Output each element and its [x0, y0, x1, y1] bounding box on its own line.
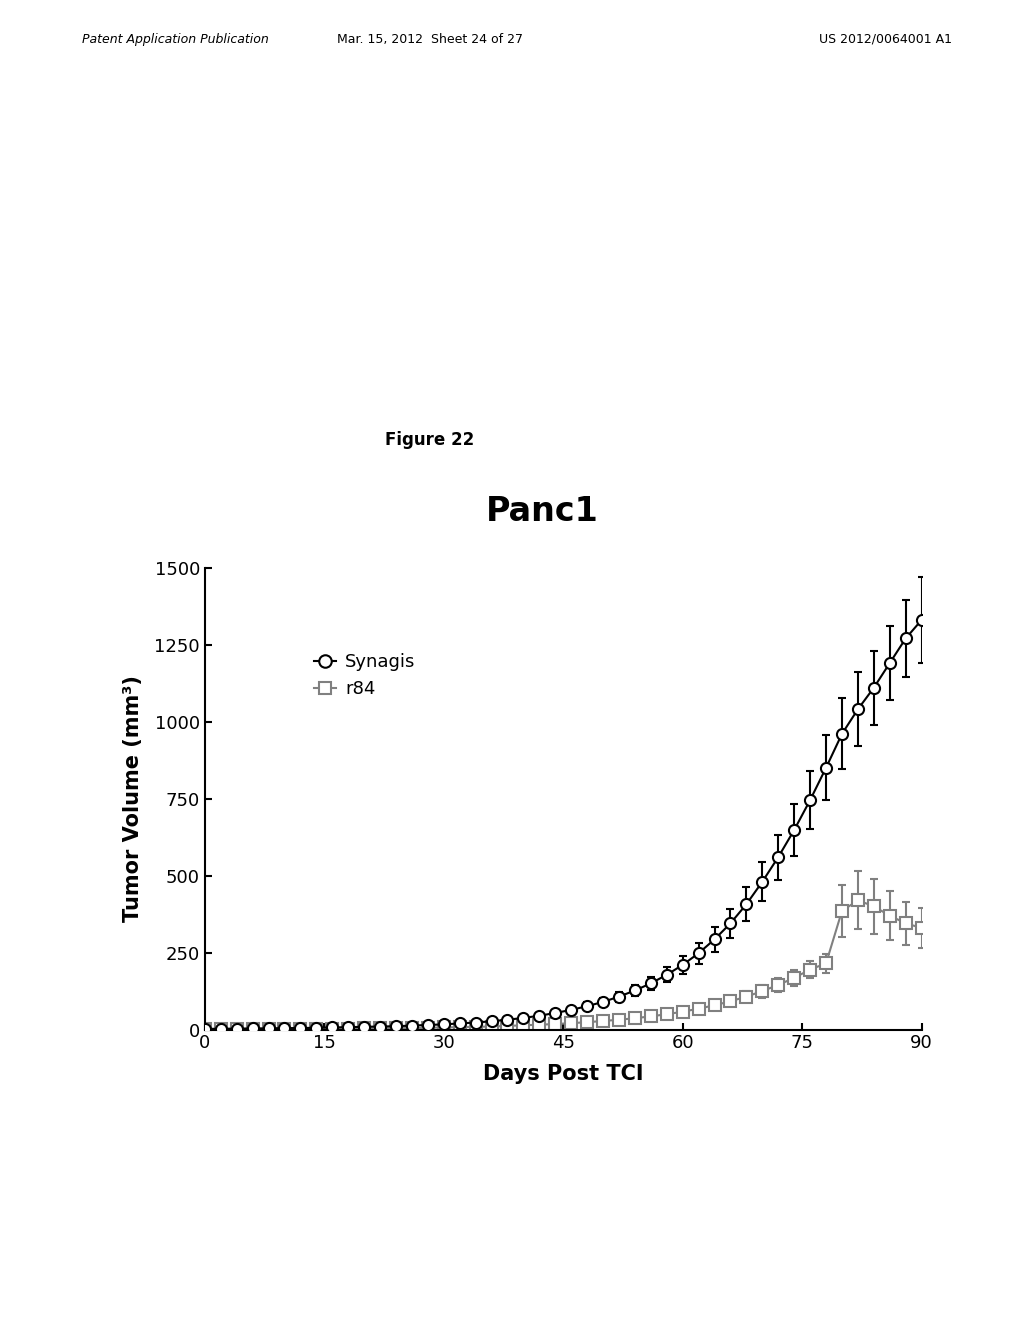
Text: Mar. 15, 2012  Sheet 24 of 27: Mar. 15, 2012 Sheet 24 of 27 — [337, 33, 523, 46]
Y-axis label: Tumor Volume (mm³): Tumor Volume (mm³) — [123, 675, 143, 923]
Text: Panc1: Panc1 — [486, 495, 599, 528]
Text: Figure 22: Figure 22 — [385, 430, 475, 449]
Text: Patent Application Publication: Patent Application Publication — [82, 33, 268, 46]
Legend: Synagis, r84: Synagis, r84 — [307, 645, 423, 705]
X-axis label: Days Post TCI: Days Post TCI — [483, 1064, 643, 1084]
Text: US 2012/0064001 A1: US 2012/0064001 A1 — [819, 33, 952, 46]
